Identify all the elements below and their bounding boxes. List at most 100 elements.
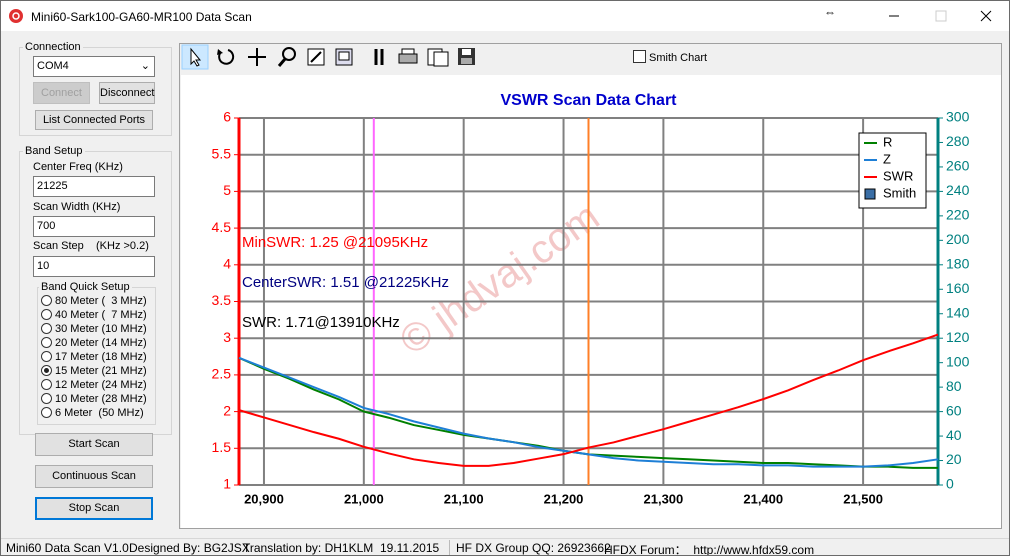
list-ports-button[interactable]: List Connected Ports [35, 110, 153, 130]
series-line [238, 333, 939, 467]
radio-label: 80 Meter ( 3 MHz) [55, 295, 147, 307]
y2-tick-label: 20 [946, 451, 962, 467]
scan-width-input[interactable]: 700 [33, 216, 155, 237]
radio[interactable] [41, 323, 52, 334]
annotation: SWR: 1.71@13910KHz [242, 314, 400, 331]
radio[interactable] [41, 365, 52, 376]
connection-group [19, 47, 172, 136]
radio-label: 15 Meter (21 MHz) [55, 365, 147, 377]
y2-tick-label: 300 [946, 109, 970, 125]
continuous-button[interactable]: Continuous Scan [35, 465, 153, 488]
scan-step-input[interactable]: 10 [33, 256, 155, 277]
port: COM4 [37, 60, 69, 72]
y-tick-label: 1.5 [212, 439, 232, 455]
port-select[interactable]: COM4 ⌄ [33, 56, 155, 77]
app-icon [9, 9, 23, 23]
label: Scan Width (KHz) [33, 201, 121, 213]
x-tick-label: 21,100 [444, 491, 484, 506]
center-freq-input[interactable]: 21225 [33, 176, 155, 197]
radio-option[interactable]: 10 Meter (28 MHz) [41, 393, 147, 405]
y-tick-label: 6 [223, 109, 231, 125]
y2-tick-label: 140 [946, 304, 970, 320]
x-tick-label: 20,900 [244, 491, 284, 506]
radio-label: 30 Meter (10 MHz) [55, 323, 147, 335]
disconnect-button[interactable]: Disconnect [99, 82, 155, 104]
radio-option[interactable]: 30 Meter (10 MHz) [41, 323, 147, 335]
x-tick-label: 21,400 [743, 491, 783, 506]
radio-label: 12 Meter (24 MHz) [55, 379, 147, 391]
y-tick-label: 4 [223, 256, 231, 272]
label: Center Freq (KHz) [33, 161, 123, 173]
radio[interactable] [41, 309, 52, 320]
radio-option[interactable]: 12 Meter (24 MHz) [41, 379, 147, 391]
label: (KHz >0.2) [96, 240, 149, 252]
connect-button[interactable]: Connect [33, 82, 90, 104]
status-text: 19.11.2015 [380, 541, 440, 555]
y2-tick-label: 280 [946, 133, 970, 149]
x-tick-label: 21,000 [344, 491, 384, 506]
y2-tick-label: 60 [946, 402, 962, 418]
annotation: CenterSWR: 1.51 @21225KHz [242, 274, 449, 291]
stop-button[interactable]: Stop Scan [35, 497, 153, 520]
y-tick-label: 1 [223, 476, 231, 492]
y2-tick-label: 120 [946, 329, 970, 345]
radio-label: 17 Meter (18 MHz) [55, 351, 147, 363]
radio-option[interactable]: 15 Meter (21 MHz) [41, 365, 147, 377]
y-tick-label: 2 [223, 402, 231, 418]
radio-label: 20 Meter (14 MHz) [55, 337, 147, 349]
y2-tick-label: 40 [946, 427, 962, 443]
series-line [238, 356, 939, 468]
legend-label: Smith [883, 185, 916, 200]
y-tick-label: 3 [223, 329, 231, 345]
checkbox-label: Smith Chart [649, 52, 708, 64]
status-bar [1, 538, 1009, 555]
status-text: Translation by: DH1KLM [243, 541, 374, 555]
x-tick-label: 21,500 [843, 491, 883, 506]
group-label: Connection [23, 41, 83, 53]
legend-label: Z [883, 151, 891, 166]
window-controls[interactable]: ⇔ [816, 1, 1009, 31]
radio-label: 6 Meter (50 MHz) [55, 407, 144, 419]
svg-text:⇔: ⇔ [824, 5, 836, 19]
radio-option[interactable]: 80 Meter ( 3 MHz) [41, 295, 147, 307]
radio-option[interactable]: 17 Meter (18 MHz) [41, 351, 147, 363]
radio-option[interactable]: 6 Meter (50 MHz) [41, 407, 144, 419]
radio[interactable] [41, 337, 52, 348]
group-label: Band Setup [23, 145, 85, 157]
y2-tick-label: 200 [946, 231, 970, 247]
radio-option[interactable]: 40 Meter ( 7 MHz) [41, 309, 147, 321]
y2-tick-label: 240 [946, 182, 970, 198]
radio-label: 10 Meter (28 MHz) [55, 393, 147, 405]
radio[interactable] [41, 379, 52, 390]
group-label: Band Quick Setup [39, 281, 132, 293]
chart-title: VSWR Scan Data Chart [500, 92, 677, 109]
y-tick-label: 4.5 [212, 219, 232, 235]
radio[interactable] [41, 295, 52, 306]
smith-checkbox[interactable]: Smith Chart [633, 50, 707, 64]
chart-frame [179, 43, 1002, 529]
y2-tick-label: 180 [946, 256, 970, 272]
title-bar: Mini60-Sark100-GA60-MR100 Data Scan ⇔ [1, 1, 1009, 31]
x-tick-label: 21,300 [644, 491, 684, 506]
legend-swatch [864, 188, 876, 200]
annotation: MinSWR: 1.25 @21095KHz [242, 234, 428, 251]
y-tick-label: 2.5 [212, 366, 232, 382]
y2-tick-label: 260 [946, 158, 970, 174]
x-tick-label: 21,200 [544, 491, 584, 506]
y2-tick-label: 0 [946, 476, 954, 492]
status-text: Designed By: BG2JSX [129, 541, 250, 555]
radio-option[interactable]: 20 Meter (14 MHz) [41, 337, 147, 349]
radio[interactable] [41, 351, 52, 362]
radio[interactable] [41, 393, 52, 404]
status-text: HFDX Forum： http://www.hfdx59.com [604, 543, 815, 556]
start-button[interactable]: Start Scan [35, 433, 153, 456]
radio[interactable] [41, 407, 52, 418]
status-text: HF DX Group QQ: 26923662 [456, 541, 611, 555]
y-tick-label: 5 [223, 182, 231, 198]
y2-tick-label: 100 [946, 353, 970, 369]
label: Scan Step [33, 240, 84, 252]
toolbar[interactable] [181, 44, 511, 72]
radio-label: 40 Meter ( 7 MHz) [55, 309, 147, 321]
